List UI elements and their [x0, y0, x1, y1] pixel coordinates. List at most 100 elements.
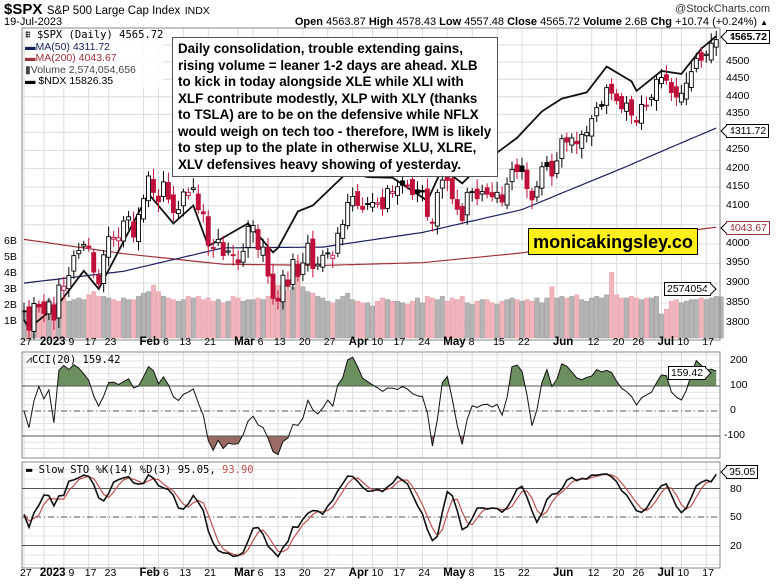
candle-body: [424, 188, 430, 217]
x-axis-label: 27: [20, 336, 32, 348]
candle-body: [519, 165, 525, 173]
volume-bar: [335, 299, 341, 339]
sto-tick-label: 80: [730, 482, 742, 495]
x-axis-label: 20: [298, 336, 311, 348]
candle-body: [589, 118, 595, 137]
cci-tick-label: -100: [724, 429, 746, 441]
candle-body: [275, 297, 281, 302]
volume-bar: [355, 300, 361, 339]
volume-bar: [549, 286, 555, 339]
price-tick-label: 4100: [726, 198, 750, 211]
volume-bar: [136, 296, 141, 339]
volume-bar: [310, 292, 316, 339]
volume-bar: [624, 297, 630, 339]
price-tick-label: 3950: [726, 256, 750, 269]
x-axis-label: 17: [84, 567, 97, 579]
candle: [215, 228, 221, 246]
volume-bar: [66, 300, 72, 339]
volume-tick-label: 4B: [4, 267, 17, 279]
candle: [370, 192, 376, 212]
volume-bar: [594, 296, 600, 339]
candle-body: [240, 250, 246, 263]
volume-bar: [195, 296, 201, 339]
candle: [579, 130, 585, 159]
high-value: 4578.43: [396, 16, 437, 28]
volume-bar: [584, 300, 590, 339]
candle-body: [559, 138, 565, 160]
candle: [385, 185, 390, 213]
volume-bar: [81, 299, 87, 339]
x-axis-label: 6: [257, 567, 264, 579]
candle-body: [111, 236, 117, 240]
volume-bar: [96, 296, 102, 339]
candle-body: [529, 190, 535, 201]
candle-body: [230, 254, 236, 257]
candle: [31, 296, 37, 340]
candle-body: [599, 104, 605, 107]
candle-body: [400, 180, 405, 186]
price-legend: ⩩ $SPX (Daily) 4565.72 ▬MA(50) 4311.72 ▬…: [25, 29, 164, 88]
candle: [310, 230, 316, 278]
candle: [56, 278, 62, 329]
chart-title: $SPX S&P 500 Large Cap Index INDX: [4, 1, 210, 19]
candle: [121, 216, 127, 248]
volume-tick-label: 3B: [4, 283, 17, 295]
x-axis-label: 20: [298, 567, 311, 579]
x-axis-label: 10: [371, 567, 384, 579]
candle-body: [594, 107, 600, 117]
volume-bar: [265, 296, 271, 339]
volume-bar: [345, 292, 351, 339]
volume-tick-label: 5B: [4, 251, 17, 263]
volume-bar: [245, 299, 251, 339]
volume-bar: [479, 299, 485, 339]
candle-body: [619, 96, 625, 110]
candle-body: [524, 169, 530, 190]
legend-ma50-text: MA(50) 4311.72: [35, 40, 111, 53]
x-axis-label: 10: [677, 567, 690, 579]
candle: [116, 227, 122, 250]
volume-bar: [91, 291, 97, 339]
candle: [280, 269, 286, 310]
stockcharts-watermark: @StockCharts.com: [675, 3, 770, 15]
x-axis-label: 17: [84, 336, 97, 348]
volume-bar: [534, 297, 540, 339]
candle-body: [175, 209, 181, 214]
candle: [589, 115, 595, 147]
volume-bar: [693, 299, 699, 339]
candle-body: [688, 71, 694, 88]
candle-body: [26, 306, 32, 331]
x-axis-label: May: [443, 336, 466, 348]
candle: [654, 73, 659, 111]
cci-tag: 159.42: [668, 366, 707, 380]
ma50-line: [23, 127, 717, 284]
candle: [151, 168, 156, 199]
candle: [355, 183, 361, 210]
annotation-box: Daily consolidation, trouble extending g…: [172, 37, 499, 177]
volume-bar: [116, 300, 122, 339]
candle-body: [205, 216, 211, 246]
x-axis-label: 12: [587, 567, 600, 579]
candle: [66, 267, 72, 298]
candle: [295, 254, 301, 282]
candle-body: [663, 74, 669, 81]
volume-bar: [360, 302, 366, 339]
volume-bar: [260, 299, 266, 339]
candle-body: [340, 223, 346, 239]
candle-body: [76, 250, 82, 255]
volume-bar: [300, 286, 306, 339]
candle-body: [290, 259, 296, 285]
x-axis-label: Jul: [657, 336, 675, 348]
cci-tick-label: 100: [730, 379, 748, 391]
candle-body: [270, 273, 276, 299]
x-axis-label: 13: [179, 567, 192, 579]
volume-bar: [290, 286, 296, 339]
up-arrow-icon: ▲: [760, 18, 768, 27]
candle-body: [479, 191, 485, 195]
candle-body: [160, 181, 166, 197]
candle-body: [116, 237, 122, 242]
volume-bar: [634, 297, 639, 339]
volume-bar: [215, 299, 221, 339]
candle-body: [305, 242, 311, 265]
volume-bar: [599, 297, 605, 339]
